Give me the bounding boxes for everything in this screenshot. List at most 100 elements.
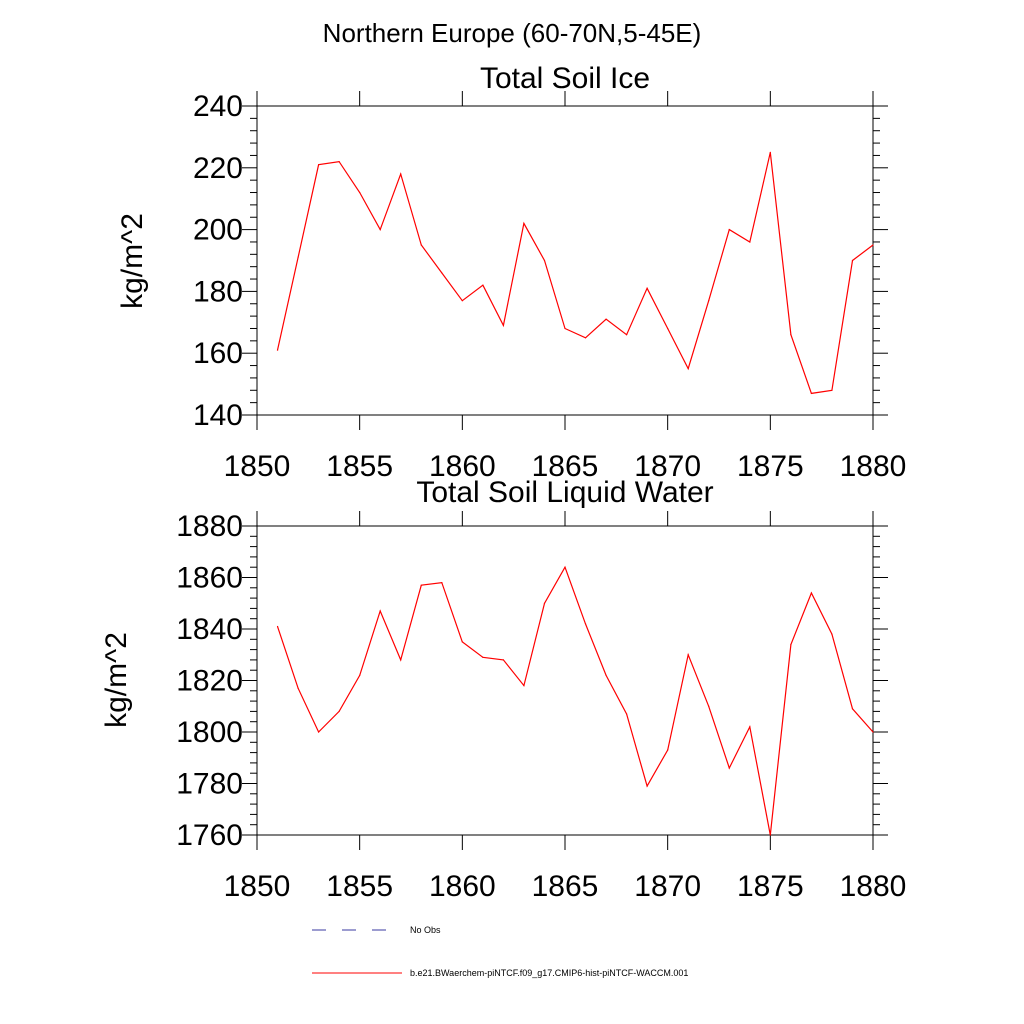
data-point	[420, 584, 422, 586]
x-tick-label: 1860	[429, 450, 496, 483]
x-tick-label: 1870	[634, 870, 701, 903]
data-point	[769, 151, 771, 153]
data-point	[708, 300, 710, 302]
series-line	[276, 565, 874, 836]
data-point	[646, 287, 648, 289]
data-point	[851, 259, 854, 262]
data-point	[502, 324, 504, 326]
data-point	[543, 602, 546, 604]
data-point	[441, 272, 443, 274]
panel-2-ylabel: kg/m^2	[100, 632, 133, 728]
data-point	[584, 623, 587, 625]
data-point	[482, 656, 484, 658]
data-point	[728, 229, 730, 231]
data-point	[297, 687, 299, 689]
data-point	[564, 566, 566, 568]
x-tick-label: 1875	[737, 870, 804, 903]
panel-soil-ice: Total Soil Ice kg/m^2 1850 1855 1860 1865 18…	[116, 62, 906, 483]
y-tick-label: 200	[193, 214, 243, 247]
data-point	[379, 229, 381, 231]
data-point	[831, 633, 833, 635]
data-point	[626, 713, 628, 715]
panel-2-ticks	[242, 511, 888, 850]
panel-soil-liquid-water: Total Soil Liquid Water kg/m^2 1850 1855 1…	[100, 476, 906, 903]
data-point	[359, 674, 361, 676]
figure-suptitle: Northern Europe (60-70N,5-45E)	[323, 18, 702, 48]
y-tick-label: 1880	[176, 510, 243, 543]
data-point	[749, 241, 751, 243]
data-point	[482, 284, 484, 286]
panel-2-x-tick-labels: 1850 1855 1860 1865 1870 1875 1880	[224, 870, 907, 903]
data-point	[605, 318, 607, 320]
data-point	[420, 244, 422, 246]
data-point	[790, 334, 792, 336]
y-tick-label: 1820	[176, 665, 243, 698]
x-tick-label: 1850	[224, 870, 291, 903]
x-tick-label: 1875	[737, 450, 804, 483]
data-point	[359, 191, 361, 194]
panel-2-series	[276, 565, 874, 836]
data-point	[605, 674, 607, 676]
data-point	[810, 392, 813, 394]
x-tick-label: 1865	[532, 450, 599, 483]
legend: No Obs b.e21.BWaerchem-piNTCF.f09_g17.CM…	[312, 925, 688, 978]
x-tick-label: 1880	[840, 870, 907, 903]
data-point	[687, 368, 689, 370]
y-tick-label: 160	[193, 337, 243, 370]
data-point	[523, 222, 525, 225]
data-point	[441, 582, 443, 584]
x-tick-label: 1865	[532, 870, 599, 903]
panel-1-frame	[256, 105, 874, 416]
x-tick-label: 1860	[429, 870, 496, 903]
data-point	[790, 643, 792, 646]
y-tick-label: 1780	[176, 768, 243, 801]
data-point	[769, 834, 771, 836]
data-point	[276, 625, 279, 628]
panel-2-y-tick-labels: 1760 1780 1800 1820 1840 1860 1880	[176, 510, 243, 852]
x-tick-label: 1855	[326, 450, 393, 483]
x-tick-label: 1870	[634, 450, 701, 483]
data-point	[872, 731, 874, 733]
data-point	[646, 785, 648, 787]
data-point	[297, 256, 299, 259]
data-point	[810, 592, 813, 594]
panel-1-ticks	[242, 91, 888, 430]
data-point	[338, 161, 340, 163]
series-line	[276, 152, 874, 395]
x-tick-label: 1880	[840, 450, 907, 483]
panel-2-title: Total Soil Liquid Water	[416, 476, 713, 509]
data-point	[626, 334, 628, 336]
data-point	[749, 726, 751, 728]
data-point	[276, 349, 279, 351]
panel-1-series	[276, 151, 874, 395]
data-point	[400, 659, 402, 661]
y-tick-label: 1760	[176, 819, 243, 852]
y-tick-label: 1860	[176, 562, 243, 595]
data-point	[502, 659, 504, 661]
data-point	[687, 654, 689, 656]
y-tick-label: 1840	[176, 613, 243, 646]
data-point	[338, 710, 340, 713]
data-point	[543, 259, 546, 262]
y-tick-label: 140	[193, 399, 243, 432]
panel-1-title: Total Soil Ice	[480, 62, 650, 95]
panel-1-ylabel: kg/m^2	[116, 213, 149, 309]
x-tick-label: 1850	[224, 450, 291, 483]
data-point	[400, 173, 402, 175]
data-point	[584, 337, 587, 339]
data-point	[728, 767, 730, 769]
panel-1-y-tick-labels: 140 160 180 200 220 240	[193, 90, 243, 432]
y-tick-label: 1800	[176, 716, 243, 749]
data-point	[831, 389, 833, 391]
y-tick-label: 220	[193, 152, 243, 185]
panel-1-x-tick-labels: 1850 1855 1860 1865 1870 1875 1880	[224, 450, 907, 483]
y-tick-label: 180	[193, 275, 243, 308]
data-point	[564, 327, 566, 330]
data-point	[318, 731, 320, 733]
x-tick-label: 1855	[326, 870, 393, 903]
legend-run-label: b.e21.BWaerchem-piNTCF.f09_g17.CMIP6-his…	[410, 968, 688, 978]
data-point	[461, 641, 463, 643]
data-point	[667, 749, 669, 751]
data-point	[667, 327, 669, 330]
data-point	[318, 164, 320, 166]
